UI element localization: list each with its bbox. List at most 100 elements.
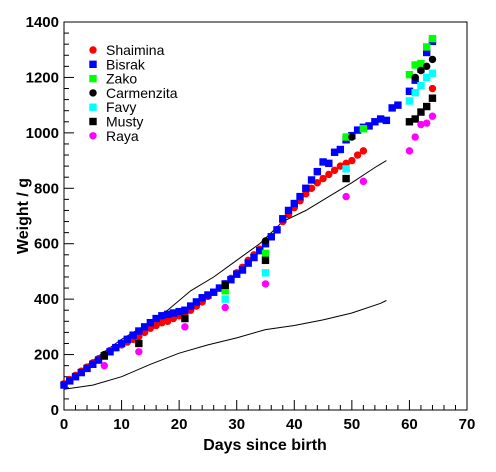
x-tick-label: 40 xyxy=(286,416,303,433)
point-shaimina xyxy=(428,84,437,93)
legend-item-carmenzita: Carmenzita xyxy=(89,85,178,101)
series-favy xyxy=(221,69,437,303)
point-raya xyxy=(417,120,425,129)
point-bisrak xyxy=(209,288,218,296)
point-raya xyxy=(100,361,109,370)
point-bisrak xyxy=(394,101,402,109)
point-bisrak xyxy=(146,319,155,327)
point-carmenzita xyxy=(261,237,270,245)
point-bisrak xyxy=(302,184,310,192)
legend-label-raya: Raya xyxy=(106,128,139,144)
point-favy xyxy=(411,88,419,97)
point-musty xyxy=(181,314,189,323)
series-musty xyxy=(100,94,437,360)
point-zako xyxy=(221,287,229,295)
point-bisrak xyxy=(405,87,414,95)
point-bisrak xyxy=(71,373,80,381)
legend-item-zako: Zako xyxy=(89,71,137,87)
point-bisrak xyxy=(244,259,252,267)
y-tick-label: 400 xyxy=(34,291,59,308)
point-raya xyxy=(405,147,414,155)
point-carmenzita xyxy=(423,62,431,71)
point-musty xyxy=(100,352,108,360)
legend-label-shaimina: Shaimina xyxy=(106,42,165,58)
point-bisrak xyxy=(181,306,189,314)
point-favy xyxy=(342,165,350,173)
point-bisrak xyxy=(330,148,339,156)
x-tick-label: 10 xyxy=(113,416,130,433)
legend-marker-bisrak xyxy=(89,60,97,68)
y-tick-label: 1000 xyxy=(26,125,59,142)
series-raya xyxy=(100,112,437,370)
point-bisrak xyxy=(215,284,224,292)
point-musty xyxy=(135,339,143,348)
point-shaimina xyxy=(325,170,333,179)
point-favy xyxy=(417,82,425,90)
point-bisrak xyxy=(152,314,160,323)
point-musty xyxy=(342,174,350,183)
point-favy xyxy=(261,269,270,277)
point-favy xyxy=(221,295,229,303)
point-favy xyxy=(405,97,414,105)
legend: ShaiminaBisrakZakoCarmenzitaFavyMustyRay… xyxy=(89,42,178,144)
point-raya xyxy=(261,280,270,288)
legend-item-shaimina: Shaimina xyxy=(89,42,165,58)
point-musty xyxy=(411,115,419,123)
point-shaimina xyxy=(348,156,356,165)
series-bisrak xyxy=(60,37,437,389)
legend-marker-shaimina xyxy=(89,46,97,54)
point-favy xyxy=(423,73,431,82)
point-raya xyxy=(428,112,437,120)
series-carmenzita xyxy=(100,55,437,359)
point-bisrak xyxy=(140,323,149,331)
point-musty xyxy=(405,118,414,126)
y-tick-label: 1400 xyxy=(26,14,59,31)
point-raya xyxy=(135,348,143,356)
point-bisrak xyxy=(198,294,206,302)
legend-item-bisrak: Bisrak xyxy=(89,56,146,72)
point-musty xyxy=(261,256,270,265)
point-bisrak xyxy=(227,276,235,284)
point-zako xyxy=(342,133,350,141)
point-raya xyxy=(423,119,431,127)
point-bisrak xyxy=(371,118,379,126)
x-tick-label: 20 xyxy=(171,416,188,433)
legend-label-musty: Musty xyxy=(106,114,143,130)
point-bisrak xyxy=(123,335,132,344)
point-zako xyxy=(428,34,437,43)
point-bisrak xyxy=(423,48,431,57)
point-favy xyxy=(428,69,437,77)
point-shaimina xyxy=(163,317,172,326)
point-zako xyxy=(411,61,419,69)
point-bisrak xyxy=(77,368,85,377)
legend-item-raya: Raya xyxy=(89,128,139,144)
point-bisrak xyxy=(204,291,212,299)
point-zako xyxy=(261,249,270,258)
x-tick-label: 50 xyxy=(344,416,361,433)
point-bisrak xyxy=(284,206,293,215)
point-bisrak xyxy=(192,298,201,306)
point-bisrak xyxy=(376,115,385,123)
point-shaimina xyxy=(353,151,362,159)
point-shaimina xyxy=(319,174,327,183)
legend-marker-favy xyxy=(89,103,97,111)
plot-frame xyxy=(63,21,468,411)
point-bisrak xyxy=(319,158,327,166)
y-tick-label: 600 xyxy=(34,236,59,253)
point-bisrak xyxy=(382,116,391,125)
point-shaimina xyxy=(336,162,345,170)
point-bisrak xyxy=(135,327,143,335)
y-tick-label: 800 xyxy=(34,180,59,197)
point-zako xyxy=(423,43,431,51)
point-carmenzita xyxy=(417,66,425,75)
legend-marker-carmenzita xyxy=(89,89,97,97)
x-tick-label: 30 xyxy=(228,416,245,433)
point-shaimina xyxy=(307,184,316,192)
point-shaimina xyxy=(158,319,166,327)
point-bisrak xyxy=(307,176,316,184)
point-bisrak xyxy=(313,167,322,176)
point-musty xyxy=(428,94,437,102)
legend-item-musty: Musty xyxy=(89,114,143,130)
y-tick-label: 0 xyxy=(51,402,59,419)
